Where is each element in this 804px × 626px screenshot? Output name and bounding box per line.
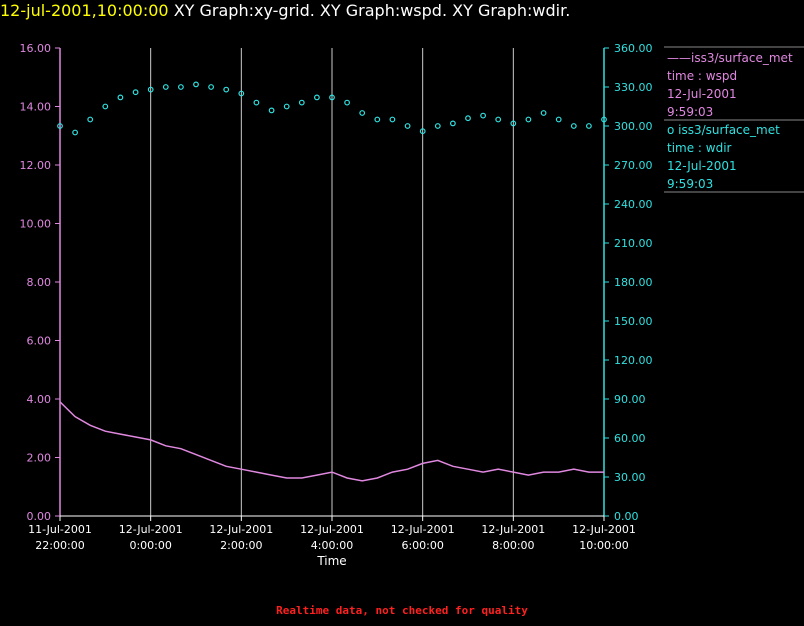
wdir-point xyxy=(570,123,577,129)
wdir-point xyxy=(344,99,351,106)
wdir-point xyxy=(419,128,426,135)
title-bar: 12-jul-2001,10:00:00 XY Graph:xy-grid. X… xyxy=(0,0,570,26)
x-tick-date: 12-Jul-2001 xyxy=(481,523,545,536)
left-tick-label: 4.00 xyxy=(27,393,52,406)
x-tick-time: 4:00:00 xyxy=(311,539,353,552)
wdir-point xyxy=(208,84,215,90)
wdir-point xyxy=(495,116,502,123)
right-tick-label: 270.00 xyxy=(614,159,653,172)
left-tick-label: 16.00 xyxy=(20,42,52,55)
wdir-point xyxy=(450,120,456,127)
right-tick-label: 90.00 xyxy=(614,393,646,406)
left-tick-label: 12.00 xyxy=(20,159,52,172)
right-tick-label: 210.00 xyxy=(614,237,653,250)
wdir-point xyxy=(404,123,411,129)
x-axis-label: Time xyxy=(316,554,346,568)
wdir-point xyxy=(434,123,441,129)
left-tick-label: 6.00 xyxy=(27,335,52,348)
wdir-point xyxy=(87,116,94,123)
right-tick-label: 330.00 xyxy=(614,81,653,94)
wdir-point xyxy=(132,89,139,96)
wspd-series-line xyxy=(59,401,604,482)
wdir-point xyxy=(268,107,275,114)
legend-wspd-line4: 9:59:03 xyxy=(667,105,713,119)
x-tick-time: 2:00:00 xyxy=(220,539,262,552)
wdir-point xyxy=(510,120,517,127)
wdir-point xyxy=(586,123,592,129)
wdir-point xyxy=(147,86,154,93)
wdir-point xyxy=(117,94,124,101)
wdir-point xyxy=(540,110,547,116)
left-tick-label: 14.00 xyxy=(20,101,52,114)
graph-titles: XY Graph:xy-grid. XY Graph:wspd. XY Grap… xyxy=(173,1,571,20)
right-tick-label: 240.00 xyxy=(614,198,653,211)
legend-wdir-line4: 9:59:03 xyxy=(667,177,713,191)
legend-wspd-line2: time : wspd xyxy=(667,69,737,83)
wdir-point xyxy=(601,116,607,123)
wdir-point xyxy=(238,90,245,97)
wdir-point xyxy=(162,84,169,90)
x-tick-date: 11-Jul-2001 xyxy=(28,523,92,536)
x-tick-date: 12-Jul-2001 xyxy=(391,523,455,536)
wdir-point xyxy=(389,116,396,123)
right-tick-label: 120.00 xyxy=(614,354,653,367)
wdir-point xyxy=(57,123,63,129)
wdir-point xyxy=(359,110,366,116)
x-tick-time: 0:00:00 xyxy=(129,539,171,552)
wdir-point xyxy=(329,94,335,101)
wdir-point xyxy=(193,81,199,88)
wdir-point xyxy=(555,116,562,123)
left-tick-label: 8.00 xyxy=(27,276,52,289)
right-tick-label: 0.00 xyxy=(614,510,639,523)
right-tick-label: 180.00 xyxy=(614,276,653,289)
legend-wdir-line1: o iss3/surface_met xyxy=(667,123,780,137)
x-tick-time: 10:00:00 xyxy=(579,539,628,552)
legend-wspd-line3: 12-Jul-2001 xyxy=(667,87,737,101)
quality-notice: Realtime data, not checked for quality xyxy=(276,604,528,617)
x-tick-date: 12-Jul-2001 xyxy=(300,523,364,536)
legend-wspd-line1: ——iss3/surface_met xyxy=(667,51,793,65)
x-tick-time: 6:00:00 xyxy=(401,539,443,552)
wdir-point xyxy=(253,99,260,106)
wdir-point xyxy=(480,112,487,119)
x-tick-date: 12-Jul-2001 xyxy=(572,523,636,536)
wdir-point xyxy=(72,129,78,136)
right-tick-label: 360.00 xyxy=(614,42,653,55)
wdir-point xyxy=(525,116,532,123)
wdir-point xyxy=(102,103,109,110)
right-tick-label: 30.00 xyxy=(614,471,646,484)
wdir-point xyxy=(298,99,305,106)
legend-wdir-line2: time : wdir xyxy=(667,141,732,155)
legend-wdir-line3: 12-Jul-2001 xyxy=(667,159,737,173)
x-tick-time: 22:00:00 xyxy=(35,539,84,552)
x-tick-date: 12-Jul-2001 xyxy=(209,523,273,536)
wdir-point xyxy=(283,103,290,110)
left-tick-label: 10.00 xyxy=(20,218,52,231)
right-tick-label: 300.00 xyxy=(614,120,653,133)
left-tick-label: 2.00 xyxy=(27,452,52,465)
right-tick-label: 60.00 xyxy=(614,432,646,445)
wdir-point xyxy=(314,94,320,101)
x-tick-date: 12-Jul-2001 xyxy=(119,523,183,536)
x-tick-time: 8:00:00 xyxy=(492,539,534,552)
wdir-point xyxy=(465,115,471,122)
timestamp: 12-jul-2001,10:00:00 xyxy=(0,1,169,20)
wdir-point xyxy=(177,84,184,90)
left-tick-label: 0.00 xyxy=(27,510,52,523)
wdir-point xyxy=(223,86,230,93)
right-tick-label: 150.00 xyxy=(614,315,653,328)
wdir-point xyxy=(374,116,381,123)
